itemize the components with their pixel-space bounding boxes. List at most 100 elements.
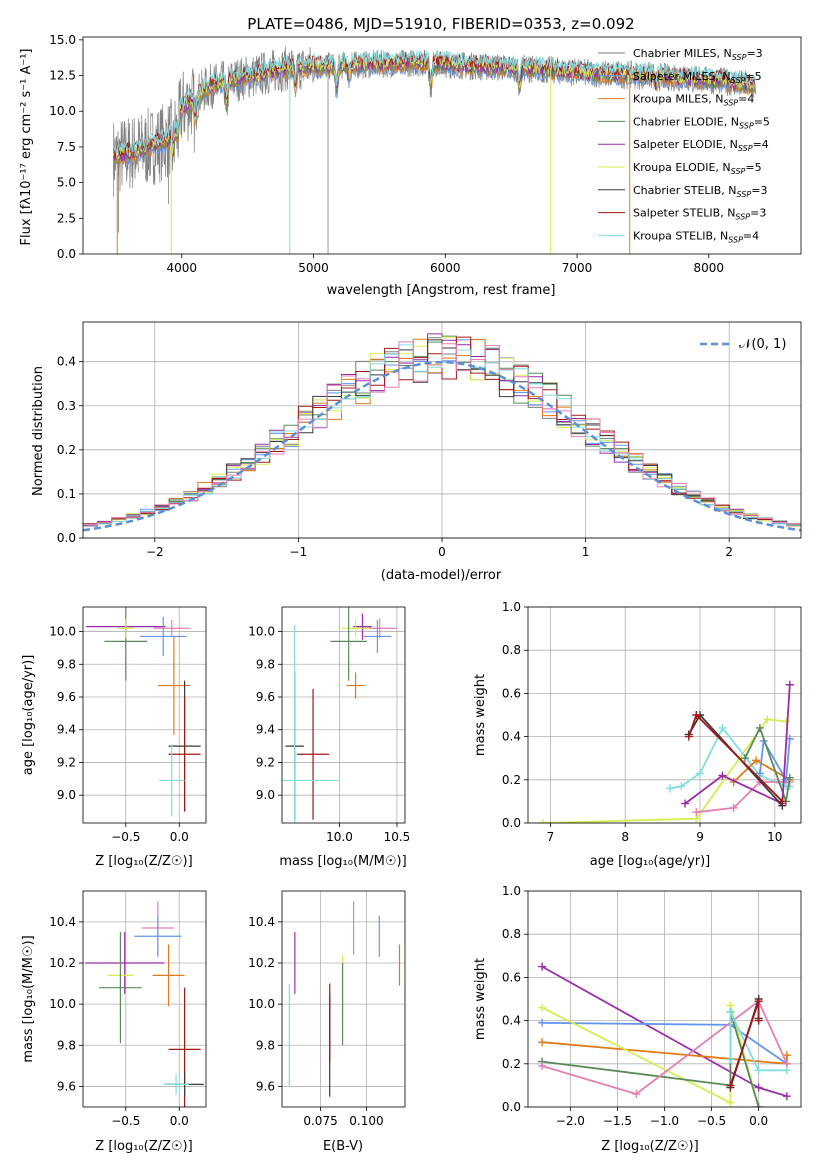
y-tick-label: 10.0	[49, 997, 76, 1011]
weight-marker	[726, 1081, 735, 1090]
spectrum-panel: 4000 5000 6000 7000 8000 0.0 2.5 5.0 7.5 10.0 12.5…	[49, 33, 802, 275]
hist-legend-label: 𝒩(0, 1)	[739, 337, 786, 352]
y-tick-label: 0.6	[502, 970, 521, 984]
y-tick-label: 9.8	[57, 1038, 76, 1052]
legend-entry: Salpeter MILES, NSSP=5	[633, 70, 762, 85]
p5-xlabel: Z [log₁₀(Z/Z☉)]	[95, 1139, 192, 1154]
age-vs-mass-panel: 10.0 10.5 9.0 9.2 9.4 9.6 9.8 10.0	[248, 606, 411, 844]
weight-line	[542, 718, 787, 823]
plot-area	[112, 46, 757, 254]
x-tick-label: 8	[621, 830, 629, 844]
plot-area	[85, 901, 204, 1107]
weight-marker	[785, 680, 794, 689]
weight-marker	[718, 771, 727, 780]
y-tick-label: 0.0	[57, 247, 76, 261]
hist-legend: 𝒩(0, 1)	[700, 337, 786, 352]
legend-entry: Chabrier STELIB, NSSP=3	[633, 184, 767, 199]
axes-frame	[82, 606, 207, 824]
x-tick-label: 10.5	[384, 830, 411, 844]
grid	[282, 607, 405, 823]
y-tick-label: 0.8	[502, 643, 521, 657]
y-tick-label: 10.2	[248, 956, 275, 970]
legend-entry-sub: SSP	[728, 235, 743, 244]
weight-marker	[538, 1018, 547, 1027]
y-tick-label: 0.0	[502, 816, 521, 830]
y-tick-label: 10.0	[49, 104, 76, 118]
x-tick-label: −2	[146, 545, 164, 559]
legend-entry-name: Chabrier ELODIE, N	[633, 115, 739, 128]
legend-entry: Kroupa ELODIE, NSSP=5	[633, 161, 762, 176]
hist-ylabel: Normed distribution	[31, 366, 46, 496]
legend-entry-suffix: =4	[738, 93, 754, 106]
axes-frame	[82, 321, 802, 539]
y-tick-label: 12.5	[49, 69, 76, 83]
weight-marker	[754, 1066, 763, 1075]
y-tick-label: 9.2	[256, 755, 275, 769]
weight-marker	[755, 723, 764, 732]
p7-ylabel: mass weight	[473, 958, 488, 1040]
legend-entry-sub: SSP	[735, 213, 750, 222]
axes-frame	[527, 890, 802, 1108]
weight-marker	[538, 819, 547, 823]
weight-marker	[754, 997, 763, 1006]
y-tick-label: 1.0	[502, 884, 521, 898]
y-tick-label: 10.0	[49, 625, 76, 639]
legend-entry: Salpeter STELIB, NSSP=3	[633, 207, 766, 222]
weight-marker	[752, 756, 761, 765]
y-tick-label: 0.2	[502, 773, 521, 787]
y-tick-label: 9.8	[57, 657, 76, 671]
x-tick-label: 5000	[298, 261, 329, 275]
weight-marker	[666, 784, 675, 793]
y-tick-label: 10.0	[248, 625, 275, 639]
legend-entry-name: Salpeter MILES, N	[633, 70, 731, 83]
y-tick-label: 10.4	[248, 915, 275, 929]
plot-area	[538, 962, 791, 1107]
legend-entry-suffix: =3	[751, 184, 767, 197]
y-tick-label: 0.0	[57, 531, 76, 545]
p2-xlabel: Z [log₁₀(Z/Z☉)]	[95, 854, 192, 869]
p2-ylabel: age [log₁₀(age/yr)]	[21, 655, 36, 776]
y-tick-label: 15.0	[49, 33, 76, 47]
weight-marker	[755, 769, 764, 778]
legend-entry-name: Kroupa STELIB, N	[633, 229, 728, 242]
y-tick-label: 0.4	[57, 355, 76, 369]
axes-frame	[527, 606, 802, 824]
weight-marker	[754, 1083, 763, 1092]
mass-vs-metallicity-panel: −0.5 0.0 9.6 9.8 10.0 10.2 10.4	[49, 890, 207, 1128]
legend-entry-sub: SSP	[732, 53, 747, 62]
plot-area	[282, 607, 397, 823]
legend-entry-name: Chabrier MILES, N	[633, 47, 732, 60]
legend-entry-sub: SSP	[738, 144, 753, 153]
weight-marker	[729, 803, 738, 812]
x-tick-label: 0.0	[170, 1114, 189, 1128]
legend-entry-suffix: =4	[753, 138, 769, 151]
weight-marker	[782, 1092, 791, 1101]
spectrum-title: PLATE=0486, MJD=51910, FIBERID=0353, z=0…	[247, 15, 634, 33]
y-tick-label: 0.6	[502, 686, 521, 700]
weight-marker	[754, 1103, 763, 1107]
x-tick-label: 0.0	[170, 830, 189, 844]
x-tick-label: −2.0	[556, 1114, 585, 1128]
weight-marker	[782, 1066, 791, 1075]
axes-frame	[281, 606, 406, 824]
legend-entry-sub: SSP	[723, 99, 738, 108]
weight-line	[744, 725, 791, 802]
y-tick-label: 0.2	[502, 1057, 521, 1071]
p7-xlabel: Z [log₁₀(Z/Z☉)]	[601, 1139, 698, 1154]
weight-line	[759, 738, 791, 783]
legend-entry-sub: SSP	[739, 121, 754, 130]
weight-marker	[718, 723, 727, 732]
p5-ylabel: mass [log₁₀(M/M☉)]	[21, 935, 36, 1062]
x-tick-label: 0	[438, 545, 446, 559]
p3-xlabel: mass [log₁₀(M/M☉)]	[279, 854, 406, 869]
weight-marker	[782, 1051, 791, 1060]
weight-marker	[754, 1016, 763, 1025]
legend-entry: Kroupa STELIB, NSSP=4	[633, 229, 759, 244]
y-tick-label: 10.0	[248, 997, 275, 1011]
x-tick-label: −0.5	[111, 1114, 140, 1128]
legend-entry-suffix: =5	[745, 70, 761, 83]
y-tick-label: 0.0	[502, 1100, 521, 1114]
y-tick-label: 0.4	[502, 730, 521, 744]
